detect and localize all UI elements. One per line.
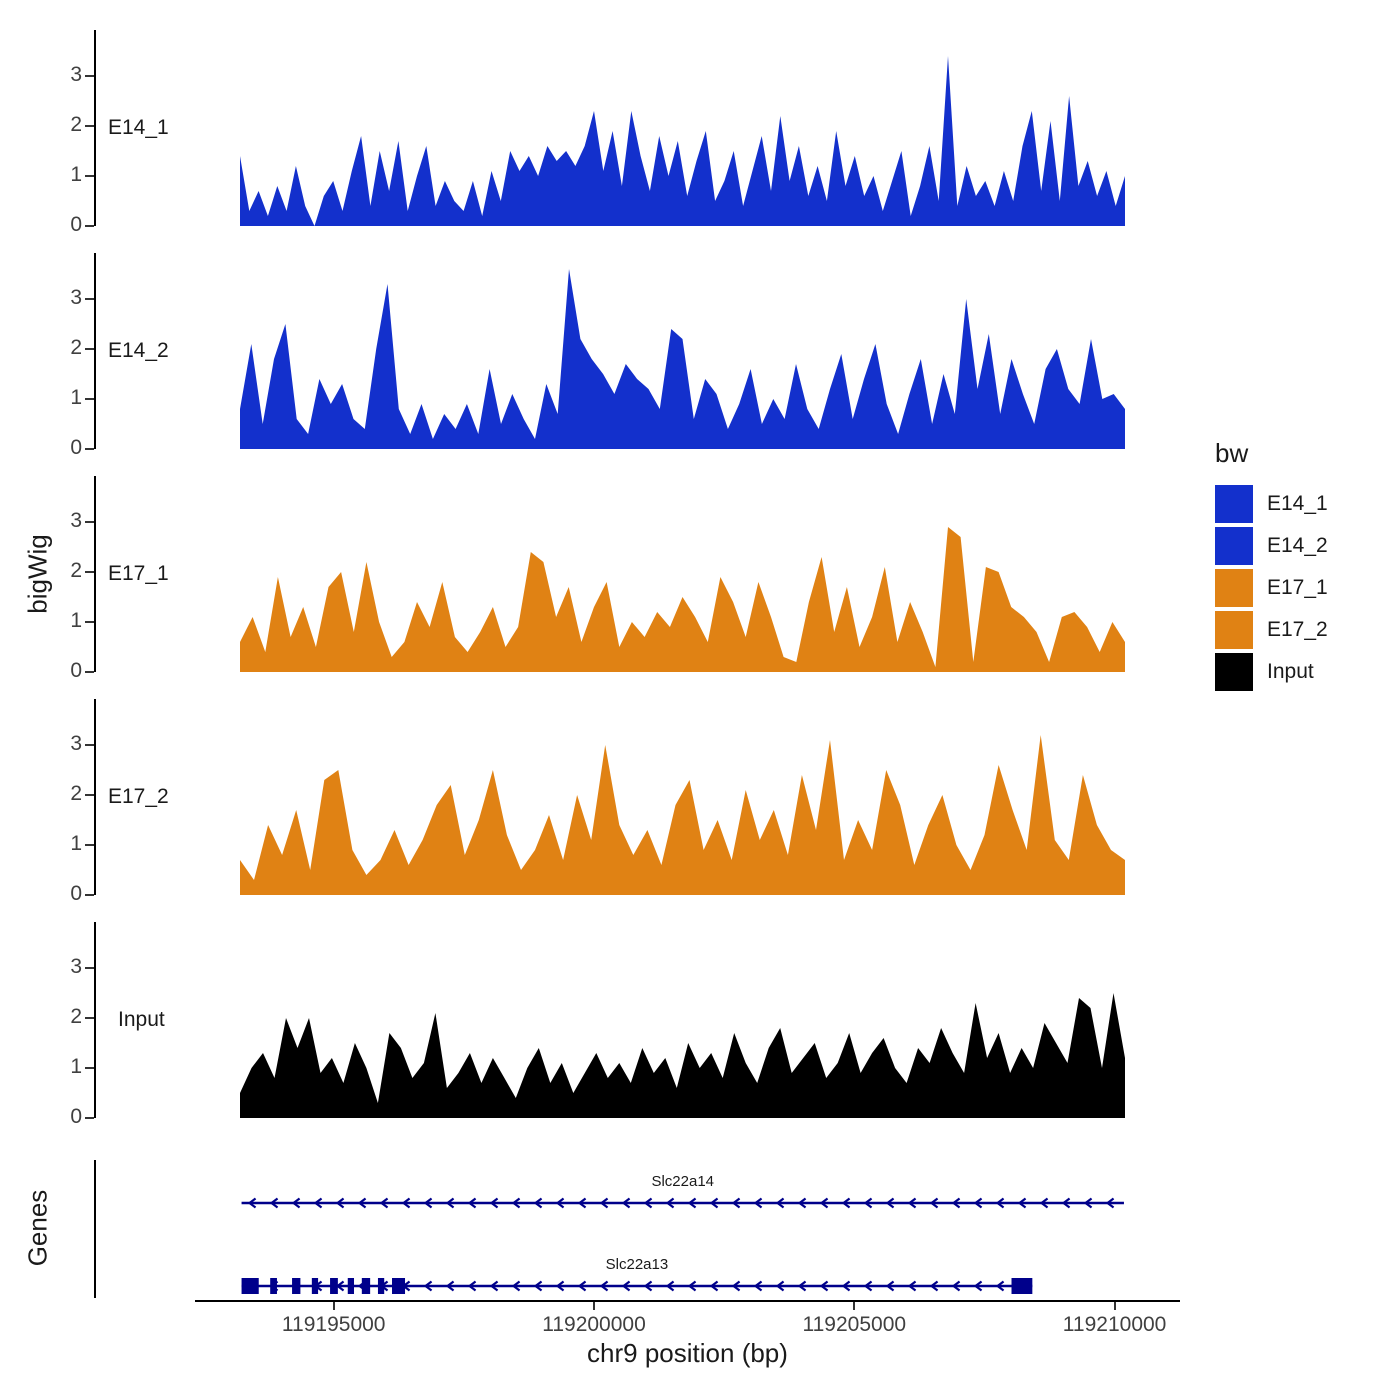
y-tick-mark	[85, 967, 94, 969]
track-panel-Input: 0 1 2 3 Input	[0, 922, 1400, 1128]
coverage-area-E14_1	[240, 56, 1125, 226]
track-label-E17_1: E17_1	[108, 562, 169, 585]
coverage-area-Input	[240, 993, 1125, 1118]
y-tick-mark	[85, 348, 94, 350]
track-panel-E17_1: 0 1 2 3 E17_1	[0, 476, 1400, 682]
track-panel-E14_1: 0 1 2 3 E14_1	[0, 30, 1400, 236]
y-tick-label: 3	[70, 955, 82, 978]
y-tick-label: 3	[70, 732, 82, 755]
y-axis-line	[94, 699, 96, 895]
y-tick-label: 0	[70, 213, 82, 236]
y-tick-label: 2	[70, 559, 82, 582]
y-tick-mark	[85, 571, 94, 573]
track-panel-E17_2: 0 1 2 3 E17_2	[0, 699, 1400, 905]
legend-swatch	[1215, 653, 1253, 691]
y-tick-label: 2	[70, 782, 82, 805]
coverage-area-E17_2	[240, 735, 1125, 895]
legend-item-E14_1: E14_1	[1215, 485, 1328, 523]
y-tick-mark	[85, 298, 94, 300]
legend-swatch	[1215, 527, 1253, 565]
genes-panel: Slc22a14 Slc22a13	[0, 1158, 1400, 1303]
legend-label: E14_2	[1267, 534, 1328, 557]
legend-swatch	[1215, 485, 1253, 523]
x-tick-mark	[593, 1302, 595, 1310]
y-tick-label: 1	[70, 609, 82, 632]
y-tick-mark	[85, 671, 94, 673]
x-axis-title: chr9 position (bp)	[587, 1338, 788, 1368]
y-tick-label: 1	[70, 1055, 82, 1078]
genes-axis-line	[94, 1160, 96, 1298]
legend-items: E14_1 E14_2 E17_1 E17_2 Input	[1215, 485, 1328, 691]
legend-label: E14_1	[1267, 492, 1328, 515]
y-tick-mark	[85, 398, 94, 400]
legend-swatch	[1215, 611, 1253, 649]
gene-Slc22a14: Slc22a14	[241, 1173, 1124, 1209]
legend-swatch	[1215, 569, 1253, 607]
legend-item-E14_2: E14_2	[1215, 527, 1328, 565]
y-tick-label: 0	[70, 1105, 82, 1128]
y-tick-mark	[85, 175, 94, 177]
y-axis-line	[94, 30, 96, 226]
y-axis-line	[94, 922, 96, 1118]
track-label-E17_2: E17_2	[108, 785, 169, 808]
y-tick-label: 1	[70, 832, 82, 855]
legend-title: bw	[1215, 438, 1249, 468]
y-tick-mark	[85, 125, 94, 127]
track-label-E14_2: E14_2	[108, 339, 169, 362]
svg-text:Slc22a14: Slc22a14	[651, 1173, 714, 1190]
y-tick-mark	[85, 1017, 94, 1019]
y-tick-label: 0	[70, 659, 82, 682]
x-tick-label: 119200000	[542, 1313, 646, 1336]
y-axis-line	[94, 476, 96, 672]
y-tick-label: 1	[70, 386, 82, 409]
y-tick-mark	[85, 621, 94, 623]
legend-item-E17_1: E17_1	[1215, 569, 1328, 607]
x-tick-label: 119205000	[802, 1313, 907, 1336]
legend-label: Input	[1267, 660, 1314, 683]
x-tick-mark	[853, 1302, 856, 1310]
y-tick-label: 3	[70, 63, 82, 86]
y-tick-mark	[85, 744, 94, 746]
x-tick-mark	[1113, 1302, 1116, 1310]
coverage-area-E14_2	[240, 269, 1125, 449]
x-axis-line	[195, 1300, 1180, 1302]
y-tick-mark	[85, 844, 94, 846]
track-panel-E14_2: 0 1 2 3 E14_2	[0, 253, 1400, 459]
y-tick-label: 1	[70, 163, 82, 186]
track-label-E14_1: E14_1	[108, 116, 169, 139]
y-tick-mark	[85, 894, 94, 896]
y-tick-label: 0	[70, 436, 82, 459]
x-tick-label: 119195000	[281, 1313, 386, 1336]
y-tick-mark	[85, 521, 94, 523]
y-tick-mark	[85, 1117, 94, 1119]
coverage-area-E17_1	[240, 527, 1125, 672]
legend-label: E17_2	[1267, 618, 1328, 641]
track-label-Input: Input	[118, 1008, 165, 1031]
y-tick-mark	[85, 448, 94, 450]
legend: bw E14_1 E14_2 E17_1 E17_2 Input	[1215, 438, 1328, 695]
legend-item-Input: Input	[1215, 653, 1328, 691]
y-tick-mark	[85, 225, 94, 227]
y-tick-mark	[85, 794, 94, 796]
y-tick-label: 3	[70, 509, 82, 532]
x-tick-label: 119210000	[1062, 1313, 1167, 1336]
y-tick-label: 3	[70, 286, 82, 309]
y-axis-line	[94, 253, 96, 449]
y-tick-mark	[85, 1067, 94, 1069]
legend-item-E17_2: E17_2	[1215, 611, 1328, 649]
gene-Slc22a13: Slc22a13	[241, 1256, 1033, 1294]
svg-text:Slc22a13: Slc22a13	[606, 1256, 669, 1273]
y-tick-label: 2	[70, 1005, 82, 1028]
legend-label: E17_1	[1267, 576, 1328, 599]
y-tick-label: 2	[70, 113, 82, 136]
gene-models: Slc22a14 Slc22a13	[241, 1173, 1124, 1294]
x-tick-mark	[332, 1302, 335, 1310]
y-tick-label: 0	[70, 882, 82, 905]
y-tick-mark	[85, 75, 94, 77]
y-tick-label: 2	[70, 336, 82, 359]
